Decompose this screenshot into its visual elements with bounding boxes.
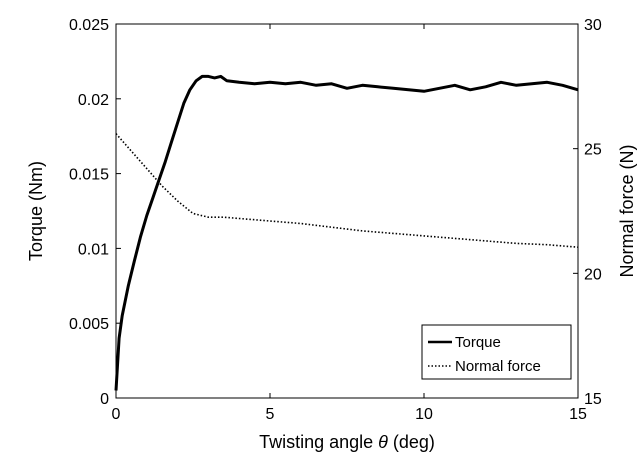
left-y-axis-ticks: 0 0.005 0.01 0.015 0.02 0.025	[69, 17, 121, 408]
plot-frame	[115, 23, 579, 399]
x-tick-label: 10	[415, 406, 433, 423]
x-tick-label: 0	[112, 406, 121, 423]
x-axis-ticks: 0 5 10 15	[112, 24, 587, 423]
left-y-tick-label: 0	[100, 391, 109, 408]
right-y-axis-title: Normal force (N)	[617, 144, 637, 277]
normal-force-series-line	[115, 133, 579, 248]
legend-torque-label: Torque	[455, 334, 501, 351]
right-y-tick-label: 15	[584, 391, 602, 408]
right-y-tick-label: 20	[584, 266, 602, 283]
left-y-tick-label: 0.005	[69, 316, 109, 333]
left-y-tick-label: 0.015	[69, 167, 109, 184]
left-y-tick-label: 0.02	[78, 92, 109, 109]
legend-normal-force-label: Normal force	[455, 358, 541, 375]
legend-box	[421, 324, 572, 380]
right-y-tick-label: 30	[584, 17, 602, 34]
right-y-tick-label: 25	[584, 142, 602, 159]
left-y-tick-label: 0.01	[78, 241, 109, 258]
x-tick-label: 5	[266, 406, 275, 423]
left-y-tick-label: 0.025	[69, 17, 109, 34]
series-layer	[114, 74, 579, 391]
torque-series-line	[114, 74, 579, 391]
left-y-axis-title: Torque (Nm)	[26, 161, 46, 261]
x-axis-title: Twisting angle θ (deg)	[259, 432, 435, 452]
x-tick-label: 15	[569, 406, 587, 423]
right-y-axis-ticks: 15 20 25 30	[573, 17, 602, 408]
legend: Torque Normal force	[421, 324, 572, 380]
